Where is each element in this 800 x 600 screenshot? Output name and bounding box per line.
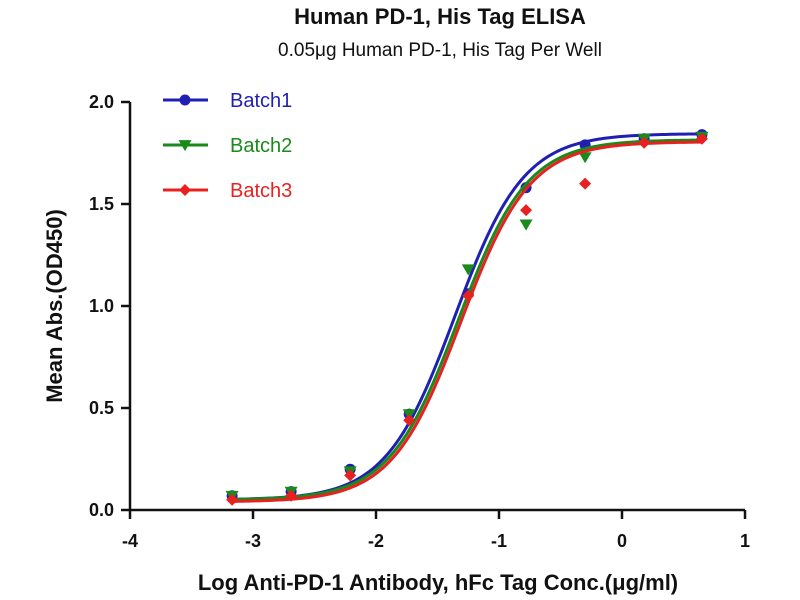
legend: Batch1 Batch2 Batch3: [163, 90, 292, 202]
x-tick-label: -2: [368, 531, 384, 551]
data-point-batch3: [285, 489, 298, 502]
data-point-batch2: [578, 152, 592, 164]
y-tick-label: 2.0: [89, 92, 114, 112]
data-point-batch3: [344, 469, 357, 482]
data-point-batch3: [579, 177, 592, 190]
data-point-batch3: [462, 289, 475, 302]
plot-area: [225, 129, 709, 506]
x-tick-label: -1: [491, 531, 507, 551]
legend-marker-batch2: [178, 140, 192, 152]
legend-label-batch2: Batch2: [230, 135, 292, 157]
data-point-batch2: [461, 264, 475, 276]
chart-subtitle: 0.05μg Human PD-1, His Tag Per Well: [278, 40, 602, 61]
y-tick-label: 1.0: [89, 296, 114, 316]
data-point-batch2: [519, 219, 533, 231]
y-axis-title: Mean Abs.(OD450): [42, 209, 67, 403]
data-point-batch3: [695, 132, 708, 145]
axes: 0.0 0.5 1.0 1.5 2.0 -4 -3 -2 -1 0 1: [89, 92, 750, 551]
data-point-batch3: [638, 136, 651, 149]
data-point-batch3: [226, 493, 239, 506]
fit-curve-batch2: [232, 138, 702, 501]
legend-label-batch1: Batch1: [230, 90, 292, 112]
x-tick-label: 1: [740, 531, 750, 551]
legend-label-batch3: Batch3: [230, 180, 292, 202]
data-point-batch3: [520, 204, 533, 217]
chart-title: Human PD-1, His Tag ELISA: [294, 4, 586, 29]
x-tick-label: -4: [122, 531, 138, 551]
fit-curve-batch3: [232, 140, 702, 503]
x-tick-label: 0: [617, 531, 627, 551]
fit-curve-batch1: [232, 132, 702, 501]
y-tick-label: 1.5: [89, 194, 114, 214]
legend-marker-batch1: [179, 94, 191, 106]
legend-marker-batch3: [179, 184, 191, 196]
data-point-batch3: [403, 414, 416, 427]
x-tick-label: -3: [245, 531, 261, 551]
x-axis-title: Log Anti-PD-1 Antibody, hFc Tag Conc.(μg…: [198, 570, 678, 595]
y-tick-label: 0.0: [89, 500, 114, 520]
y-tick-label: 0.5: [89, 398, 114, 418]
